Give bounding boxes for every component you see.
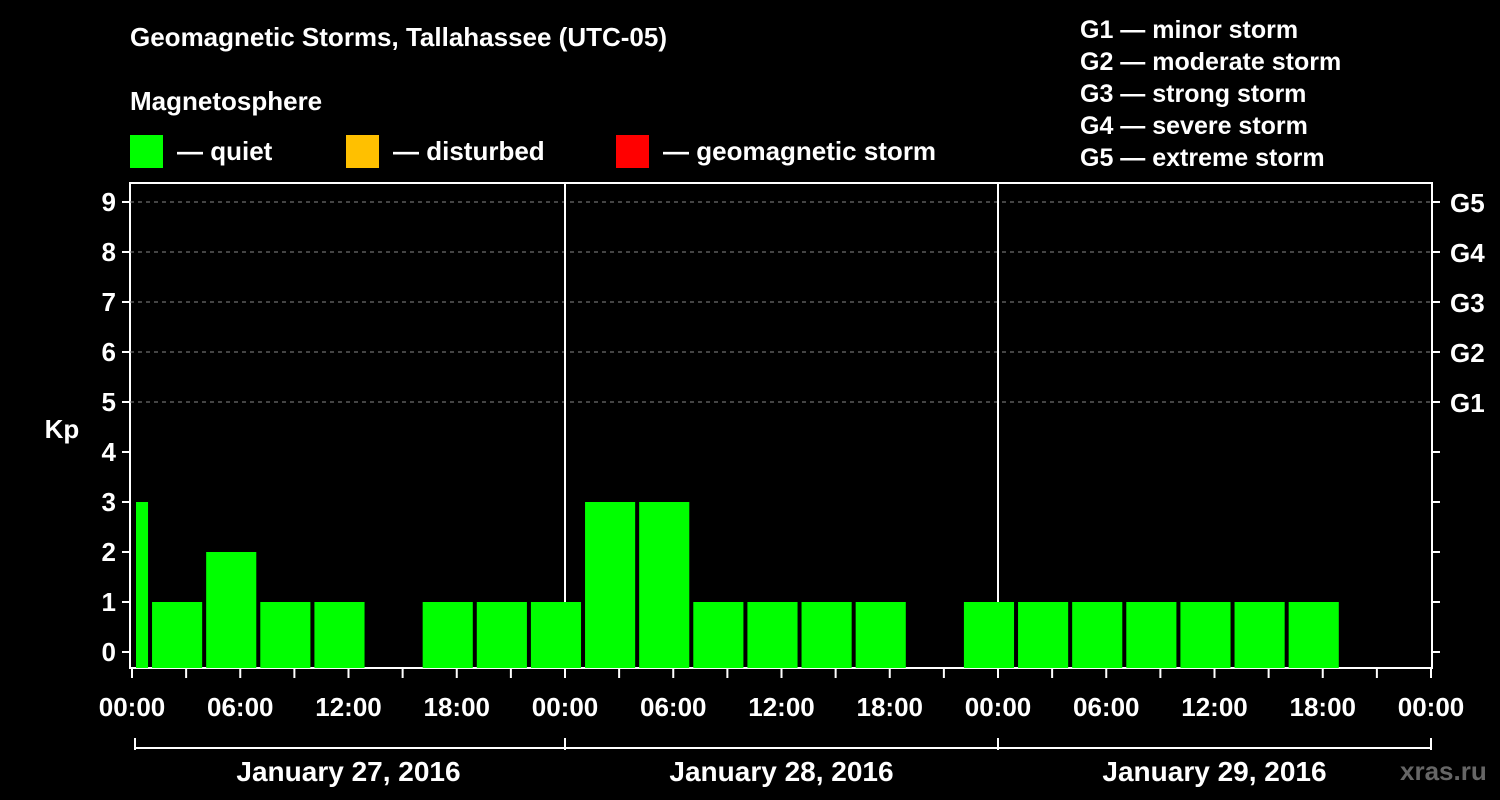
kp-bar <box>476 602 527 668</box>
kp-bar <box>1180 602 1231 668</box>
legend-item-quiet: — quiet <box>130 134 272 168</box>
storm-level-label: G1 <box>1450 388 1485 418</box>
day-label: January 29, 2016 <box>1102 756 1326 787</box>
watermark: xras.ru <box>1400 756 1487 786</box>
quiet-swatch <box>130 134 163 168</box>
x-tick-label: 00:00 <box>965 692 1032 722</box>
legend-item-storm: — geomagnetic storm <box>616 134 936 168</box>
disturbed-swatch <box>346 134 379 168</box>
y-tick-label: 1 <box>102 587 116 617</box>
x-tick-label: 12:00 <box>315 692 382 722</box>
kp-bar <box>1072 602 1123 668</box>
storm-level-label: G3 <box>1450 288 1485 318</box>
kp-bar <box>1288 602 1339 668</box>
legend-label-storm: — geomagnetic storm <box>663 135 937 166</box>
storm-level-g1: G1 — minor storm <box>1080 16 1299 44</box>
kp-bar <box>855 602 906 668</box>
kp-bar <box>1126 602 1177 668</box>
storm-level-legend: G1 — minor storm G2 — moderate storm G3 … <box>1080 14 1341 174</box>
x-tick-label: 12:00 <box>1181 692 1248 722</box>
y-tick-label: 0 <box>102 637 116 667</box>
storm-swatch <box>616 134 649 168</box>
storm-level-g2: G2 — moderate storm <box>1080 48 1342 76</box>
x-tick-label: 00:00 <box>1398 692 1465 722</box>
kp-bar <box>585 502 636 668</box>
y-tick-label: 7 <box>102 287 116 317</box>
y-tick-label: 5 <box>102 387 116 417</box>
storm-level-g5: G5 — extreme storm <box>1080 144 1325 172</box>
kp-bar <box>1018 602 1069 668</box>
legend-label-quiet: — quiet <box>177 135 273 166</box>
day-label: January 28, 2016 <box>669 756 893 787</box>
y-tick-label: 2 <box>102 537 116 567</box>
kp-bar <box>422 602 473 668</box>
x-tick-label: 06:00 <box>207 692 274 722</box>
x-tick-label: 00:00 <box>99 692 166 722</box>
plot-frame <box>129 182 1433 669</box>
kp-bar <box>152 602 203 668</box>
day-label: January 27, 2016 <box>236 756 460 787</box>
y-tick-label: 8 <box>102 237 116 267</box>
y-tick-label: 4 <box>102 437 117 467</box>
x-tick-label: 06:00 <box>640 692 707 722</box>
x-tick-label: 00:00 <box>532 692 599 722</box>
kp-bar <box>136 502 149 668</box>
x-tick-label: 12:00 <box>748 692 815 722</box>
x-tick-label: 18:00 <box>857 692 924 722</box>
legend-item-disturbed: — disturbed <box>346 134 545 168</box>
kp-bar <box>639 502 690 668</box>
kp-bar <box>206 552 257 668</box>
storm-level-label: G5 <box>1450 188 1485 218</box>
x-tick-label: 06:00 <box>1073 692 1140 722</box>
kp-bar <box>747 602 798 668</box>
storm-level-label: G2 <box>1450 338 1485 368</box>
kp-bar <box>530 602 582 668</box>
x-tick-label: 18:00 <box>1290 692 1357 722</box>
legend-heading: Magnetosphere <box>130 86 323 116</box>
storm-level-g4: G4 — severe storm <box>1080 112 1308 140</box>
y-tick-label: 3 <box>102 487 116 517</box>
kp-bar <box>314 602 365 668</box>
storm-level-g3: G3 — strong storm <box>1080 80 1307 108</box>
x-tick-label: 18:00 <box>424 692 491 722</box>
chart-title: Geomagnetic Storms, Tallahassee (UTC-05) <box>130 22 668 52</box>
legend-label-disturbed: — disturbed <box>393 135 545 166</box>
kp-bar <box>801 602 852 668</box>
kp-bar <box>1234 602 1285 668</box>
storm-level-label: G4 <box>1450 238 1485 268</box>
kp-bar <box>963 602 1015 668</box>
y-axis-title: Kp <box>45 414 80 444</box>
kp-bar <box>260 602 311 668</box>
kp-bar <box>693 602 744 668</box>
y-tick-label: 6 <box>102 337 116 367</box>
y-tick-label: 9 <box>102 187 116 217</box>
